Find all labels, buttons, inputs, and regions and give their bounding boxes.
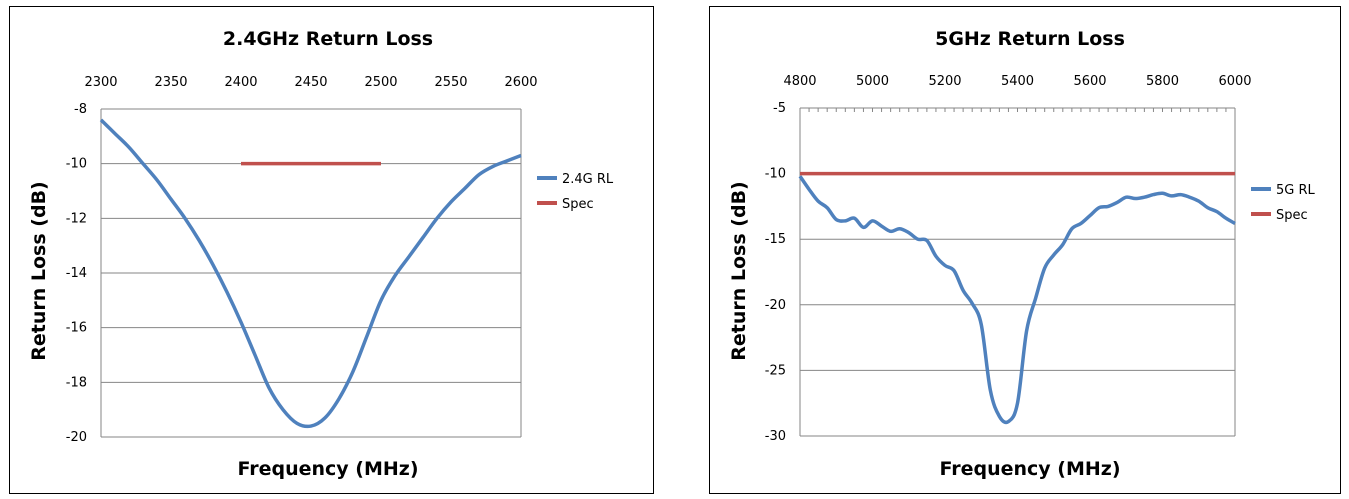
y-tick-label: -15 <box>765 232 786 247</box>
chart-5ghz-svg: 5GHz Return Loss Frequency (MHz) Return … <box>728 28 1316 480</box>
legend-label: Spec <box>562 197 594 212</box>
x-tick-label: 2450 <box>294 75 327 90</box>
x-tick-label: 5600 <box>1073 74 1106 89</box>
x-tick-label: 6000 <box>1218 74 1251 89</box>
x-tick-label: 2400 <box>224 75 257 90</box>
x-tick-label: 5800 <box>1146 74 1179 89</box>
y-tick-label: -25 <box>765 363 786 378</box>
x-tick-label: 4800 <box>783 74 816 89</box>
x-tick-label: 2300 <box>84 75 117 90</box>
y-tick-label: -20 <box>66 430 87 445</box>
legend-label: 2.4G RL <box>562 172 614 187</box>
x-tick-label: 2550 <box>434 75 467 90</box>
x-tick-label: 2350 <box>154 75 187 90</box>
y-tick-label: -8 <box>74 102 87 117</box>
y-tick-label: -18 <box>66 375 87 390</box>
chart-2-4ghz-svg: 2.4GHz Return Loss Frequency (MHz) Retur… <box>28 28 614 480</box>
y-axis-label: Return Loss (dB) <box>728 181 750 360</box>
y-tick-label: -12 <box>66 211 87 226</box>
x-tick-label: 5400 <box>1001 74 1034 89</box>
y-tick-label: -5 <box>773 101 786 116</box>
y-tick-label: -30 <box>765 429 786 444</box>
legend-label: 5G RL <box>1276 183 1316 198</box>
legend-label: Spec <box>1276 208 1308 223</box>
chart-title: 2.4GHz Return Loss <box>223 28 433 50</box>
y-tick-label: -16 <box>66 321 87 336</box>
chart-panel-2-4ghz: 2.4GHz Return Loss Frequency (MHz) Retur… <box>9 6 654 494</box>
y-tick-label: -10 <box>66 157 87 172</box>
y-axis-label: Return Loss (dB) <box>28 181 50 360</box>
chart-title: 5GHz Return Loss <box>935 28 1125 50</box>
x-tick-label: 2600 <box>504 75 537 90</box>
y-tick-label: -20 <box>765 298 786 313</box>
series-line-5g-rl <box>798 175 1236 425</box>
series-line-2-4g-rl <box>99 118 522 429</box>
x-axis-label: Frequency (MHz) <box>237 458 418 480</box>
y-tick-label: -14 <box>66 266 87 281</box>
x-tick-label: 5200 <box>928 74 961 89</box>
x-tick-label: 5000 <box>856 74 889 89</box>
x-tick-label: 2500 <box>364 75 397 90</box>
chart-panel-5ghz: 5GHz Return Loss Frequency (MHz) Return … <box>709 6 1341 494</box>
y-tick-label: -10 <box>765 167 786 182</box>
x-axis-label: Frequency (MHz) <box>939 458 1120 480</box>
